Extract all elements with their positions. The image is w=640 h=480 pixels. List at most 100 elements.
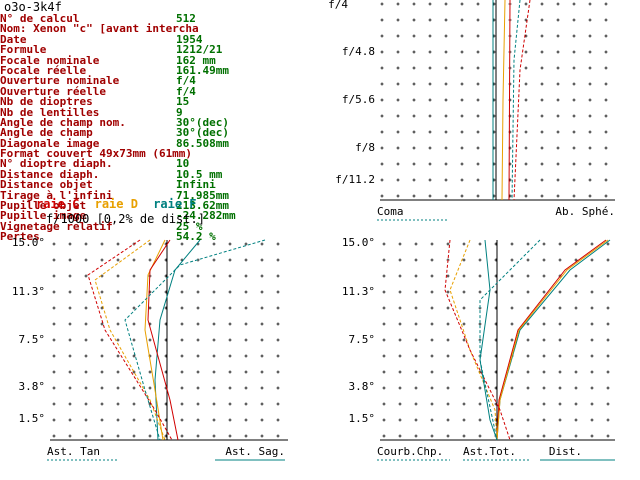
grid-mark xyxy=(590,306,594,310)
grid-mark xyxy=(180,306,184,310)
grid-mark xyxy=(572,2,576,6)
grid-mark xyxy=(84,354,88,358)
grid-mark xyxy=(540,66,544,70)
grid-mark xyxy=(276,338,280,342)
field-footer-left: Courb.Chp. xyxy=(377,445,443,458)
grid-mark xyxy=(244,386,248,390)
coma-footer-left: Coma xyxy=(377,205,404,218)
grid-mark xyxy=(148,418,152,422)
grid-mark xyxy=(260,402,264,406)
grid-mark xyxy=(604,98,608,102)
grid-mark xyxy=(396,18,400,22)
grid-mark xyxy=(100,354,104,358)
grid-mark xyxy=(478,290,482,294)
field-curve-c-dashed xyxy=(444,239,511,441)
grid-mark xyxy=(590,338,594,342)
grid-mark xyxy=(494,322,498,326)
astig-y-label-3: 7.5° xyxy=(19,333,46,346)
grid-mark xyxy=(52,274,56,278)
grid-mark xyxy=(382,338,386,342)
grid-mark xyxy=(100,402,104,406)
grid-mark xyxy=(510,434,514,438)
grid-mark xyxy=(84,370,88,374)
grid-mark xyxy=(430,370,434,374)
grid-mark xyxy=(462,290,466,294)
grid-mark xyxy=(396,162,400,166)
grid-mark xyxy=(510,370,514,374)
grid-mark xyxy=(116,306,120,310)
grid-mark xyxy=(558,418,562,422)
grid-mark xyxy=(588,82,592,86)
grid-mark xyxy=(526,386,530,390)
grid-mark xyxy=(526,306,530,310)
grid-mark xyxy=(526,402,530,406)
grid-mark xyxy=(382,306,386,310)
grid-mark xyxy=(572,50,576,54)
grid-mark xyxy=(132,258,136,262)
grid-mark xyxy=(396,34,400,38)
grid-mark xyxy=(196,418,200,422)
grid-mark xyxy=(244,370,248,374)
grid-mark xyxy=(276,370,280,374)
grid-mark xyxy=(380,162,384,166)
grid-mark xyxy=(164,434,168,438)
grid-mark xyxy=(414,370,418,374)
grid-mark xyxy=(606,242,610,246)
grid-mark xyxy=(526,322,530,326)
grid-mark xyxy=(398,386,402,390)
grid-mark xyxy=(228,258,232,262)
grid-mark xyxy=(276,242,280,246)
grid-mark xyxy=(444,130,448,134)
grid-mark xyxy=(444,146,448,150)
spec-label: Tirage à l'infini xyxy=(0,188,113,202)
grid-mark xyxy=(412,162,416,166)
grid-mark xyxy=(444,178,448,182)
grid-mark xyxy=(542,322,546,326)
grid-mark xyxy=(572,98,576,102)
sag-curve-c xyxy=(87,239,173,441)
grid-mark xyxy=(590,274,594,278)
grid-mark xyxy=(444,18,448,22)
grid-mark xyxy=(558,434,562,438)
grid-mark xyxy=(558,306,562,310)
grid-mark xyxy=(572,34,576,38)
grid-mark xyxy=(100,338,104,342)
grid-mark xyxy=(396,66,400,70)
grid-mark xyxy=(590,402,594,406)
grid-mark xyxy=(412,82,416,86)
spec-label: N° dioptre diaph. xyxy=(0,157,113,171)
grid-mark xyxy=(558,322,562,326)
grid-mark xyxy=(116,242,120,246)
grid-mark xyxy=(52,338,56,342)
grid-mark xyxy=(542,274,546,278)
grid-mark xyxy=(100,418,104,422)
grid-mark xyxy=(478,434,482,438)
grid-mark xyxy=(382,322,386,326)
grid-mark xyxy=(196,386,200,390)
grid-mark xyxy=(588,66,592,70)
spec-label: Pupille objet xyxy=(0,199,87,213)
grid-mark xyxy=(100,322,104,326)
grid-mark xyxy=(462,242,466,246)
grid-mark xyxy=(164,290,168,294)
grid-mark xyxy=(276,434,280,438)
grid-mark xyxy=(116,322,120,326)
spec-label: Vignetage relatif xyxy=(0,219,113,233)
coma-panel: f/4 f/4.8 f/5.6 f/8 f/11.2 Coma Ab. Sphé… xyxy=(328,0,615,221)
grid-mark xyxy=(460,98,464,102)
grid-mark xyxy=(380,130,384,134)
grid-mark xyxy=(412,114,416,118)
spec-value: 54.2 % xyxy=(176,230,216,244)
field-panel: 15.0° 11.3° 7.5° 3.8° 1.5° Courb.Chp. As… xyxy=(342,236,615,461)
grid-mark xyxy=(590,418,594,422)
grid-mark xyxy=(414,242,418,246)
grid-mark xyxy=(572,82,576,86)
grid-mark xyxy=(556,18,560,22)
grid-mark xyxy=(68,306,72,310)
spec-label: Diagonale image xyxy=(0,136,100,150)
grid-mark xyxy=(558,258,562,262)
grid-mark xyxy=(228,386,232,390)
grid-mark xyxy=(412,130,416,134)
grid-mark xyxy=(558,338,562,342)
grid-mark xyxy=(116,258,120,262)
